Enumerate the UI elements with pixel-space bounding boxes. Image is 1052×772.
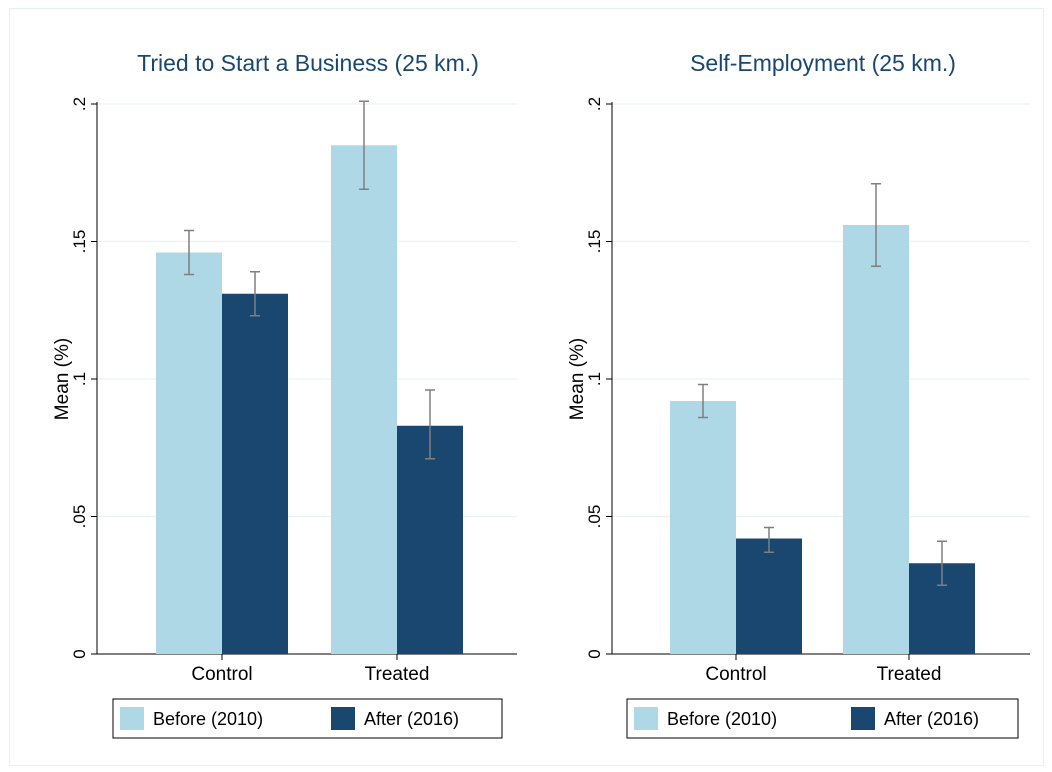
- x-tick-label: Control: [705, 664, 766, 685]
- y-tick-label: .15: [70, 230, 89, 254]
- bar-before-control: [670, 401, 736, 654]
- y-tick-label: .1: [585, 372, 604, 386]
- y-tick-label: .1: [70, 372, 89, 386]
- legend-label-before: Before (2010): [667, 709, 777, 729]
- legend-swatch-before: [120, 707, 144, 730]
- y-tick-label: .05: [70, 505, 89, 529]
- error-bar: [250, 271, 260, 317]
- y-tick-label: .05: [585, 505, 604, 529]
- legend-label-after: After (2016): [364, 709, 459, 729]
- bar-before-control: [156, 252, 222, 654]
- bar-after-control: [736, 538, 802, 654]
- chart-title: Self-Employment (25 km.): [690, 50, 956, 76]
- y-axis-label: Mean (%): [567, 338, 588, 420]
- x-tick-label: Control: [191, 664, 252, 685]
- bar-before-treated: [843, 225, 909, 654]
- legend: Before (2010) After (2016): [112, 698, 503, 739]
- bar-after-control: [222, 293, 288, 654]
- bar-after-treated: [397, 425, 463, 654]
- x-tick-label: Treated: [365, 664, 430, 685]
- x-tick-label: Treated: [877, 664, 942, 685]
- legend-label-before: Before (2010): [153, 709, 263, 729]
- legend-box: [626, 698, 1019, 739]
- y-tick-label: .2: [585, 97, 604, 111]
- error-bar: [184, 229, 194, 276]
- y-tick-label: .15: [585, 230, 604, 254]
- error-bar: [871, 183, 881, 267]
- error-bar: [698, 383, 708, 419]
- error-bar: [425, 389, 435, 460]
- chart-panel-1: Tried to Start a Business (25 km.) 0 .05 .1…: [52, 50, 517, 739]
- legend-label-after: After (2016): [884, 709, 979, 729]
- error-bar: [937, 540, 947, 586]
- error-bar: [764, 526, 774, 553]
- chart-title: Tried to Start a Business (25 km.): [137, 50, 479, 76]
- legend-swatch-after: [851, 707, 875, 730]
- legend-box: [112, 698, 503, 739]
- y-axis-label: Mean (%): [52, 338, 73, 420]
- error-bar: [359, 100, 369, 190]
- chart-panel-2: Self-Employment (25 km.) 0 .05 .1 .15 .2 Mean …: [567, 50, 1030, 739]
- y-tick-label: .2: [70, 97, 89, 111]
- y-tick-label: 0: [70, 649, 89, 658]
- legend-swatch-before: [634, 707, 658, 730]
- figure-frame: [9, 8, 1044, 766]
- y-tick-label: 0: [585, 649, 604, 658]
- legend-swatch-after: [331, 707, 355, 730]
- legend: Before (2010) After (2016): [626, 698, 1019, 739]
- bar-before-treated: [331, 145, 397, 654]
